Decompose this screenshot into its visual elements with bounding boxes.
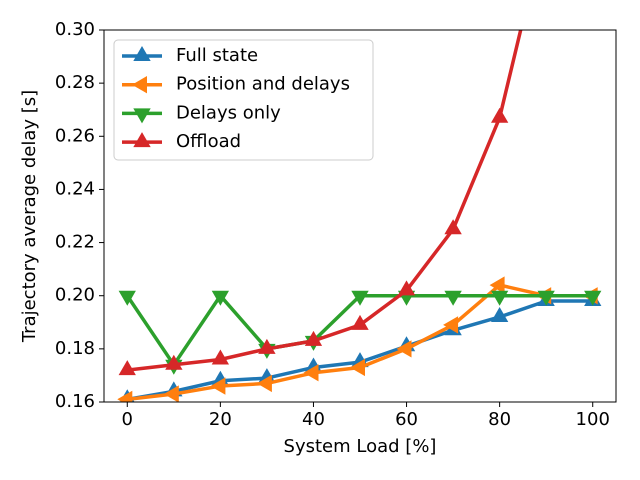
marker	[118, 360, 136, 376]
y-tick-label: 0.20	[55, 285, 95, 306]
marker	[304, 330, 323, 346]
x-tick-label: 100	[576, 409, 610, 430]
legend-marker	[133, 46, 151, 61]
marker	[118, 290, 136, 306]
plot-frame	[103, 29, 617, 403]
x-tick-label: 20	[209, 409, 232, 430]
y-tick-label: 0.30	[55, 19, 95, 40]
marker	[397, 280, 416, 296]
marker	[396, 340, 412, 358]
legend-box	[113, 39, 374, 161]
marker	[210, 377, 226, 395]
x-tick-label: 80	[488, 409, 511, 430]
marker	[258, 338, 276, 354]
marker	[584, 290, 602, 306]
marker	[211, 290, 229, 306]
marker	[444, 290, 462, 306]
y-tick-label: 0.18	[55, 338, 95, 359]
legend-marker	[133, 108, 151, 124]
legend-label: Position and delays	[176, 74, 350, 95]
y-tick-label: 0.26	[55, 125, 95, 146]
marker	[491, 107, 509, 123]
y-axis-label: Trajectory average delay [s]	[19, 90, 40, 343]
marker	[491, 290, 509, 306]
marker	[351, 314, 369, 330]
marker	[350, 358, 365, 377]
marker	[117, 390, 133, 402]
marker	[489, 276, 505, 294]
x-tick-label: 0	[122, 409, 133, 430]
x-tick-label: 40	[302, 409, 325, 430]
legend-marker	[133, 132, 151, 148]
marker	[443, 316, 459, 334]
legend-label: Offload	[176, 131, 241, 152]
marker	[537, 290, 555, 306]
legend-label: Full state	[176, 45, 258, 66]
marker	[165, 354, 183, 370]
marker	[444, 219, 462, 235]
x-tick-label: 60	[395, 409, 418, 430]
legend-marker	[132, 76, 147, 94]
y-tick-label: 0.24	[55, 178, 95, 199]
legend-label: Delays only	[176, 102, 281, 123]
marker	[211, 349, 229, 365]
marker	[256, 374, 272, 393]
marker	[163, 385, 179, 402]
marker	[491, 307, 509, 322]
y-tick-label: 0.16	[55, 391, 95, 412]
plot	[117, 30, 602, 402]
marker	[303, 364, 319, 382]
x-axis-label: System Load [%]	[284, 436, 437, 457]
marker	[351, 290, 369, 306]
y-tick-label: 0.22	[55, 232, 95, 253]
y-tick-label: 0.28	[55, 72, 95, 93]
